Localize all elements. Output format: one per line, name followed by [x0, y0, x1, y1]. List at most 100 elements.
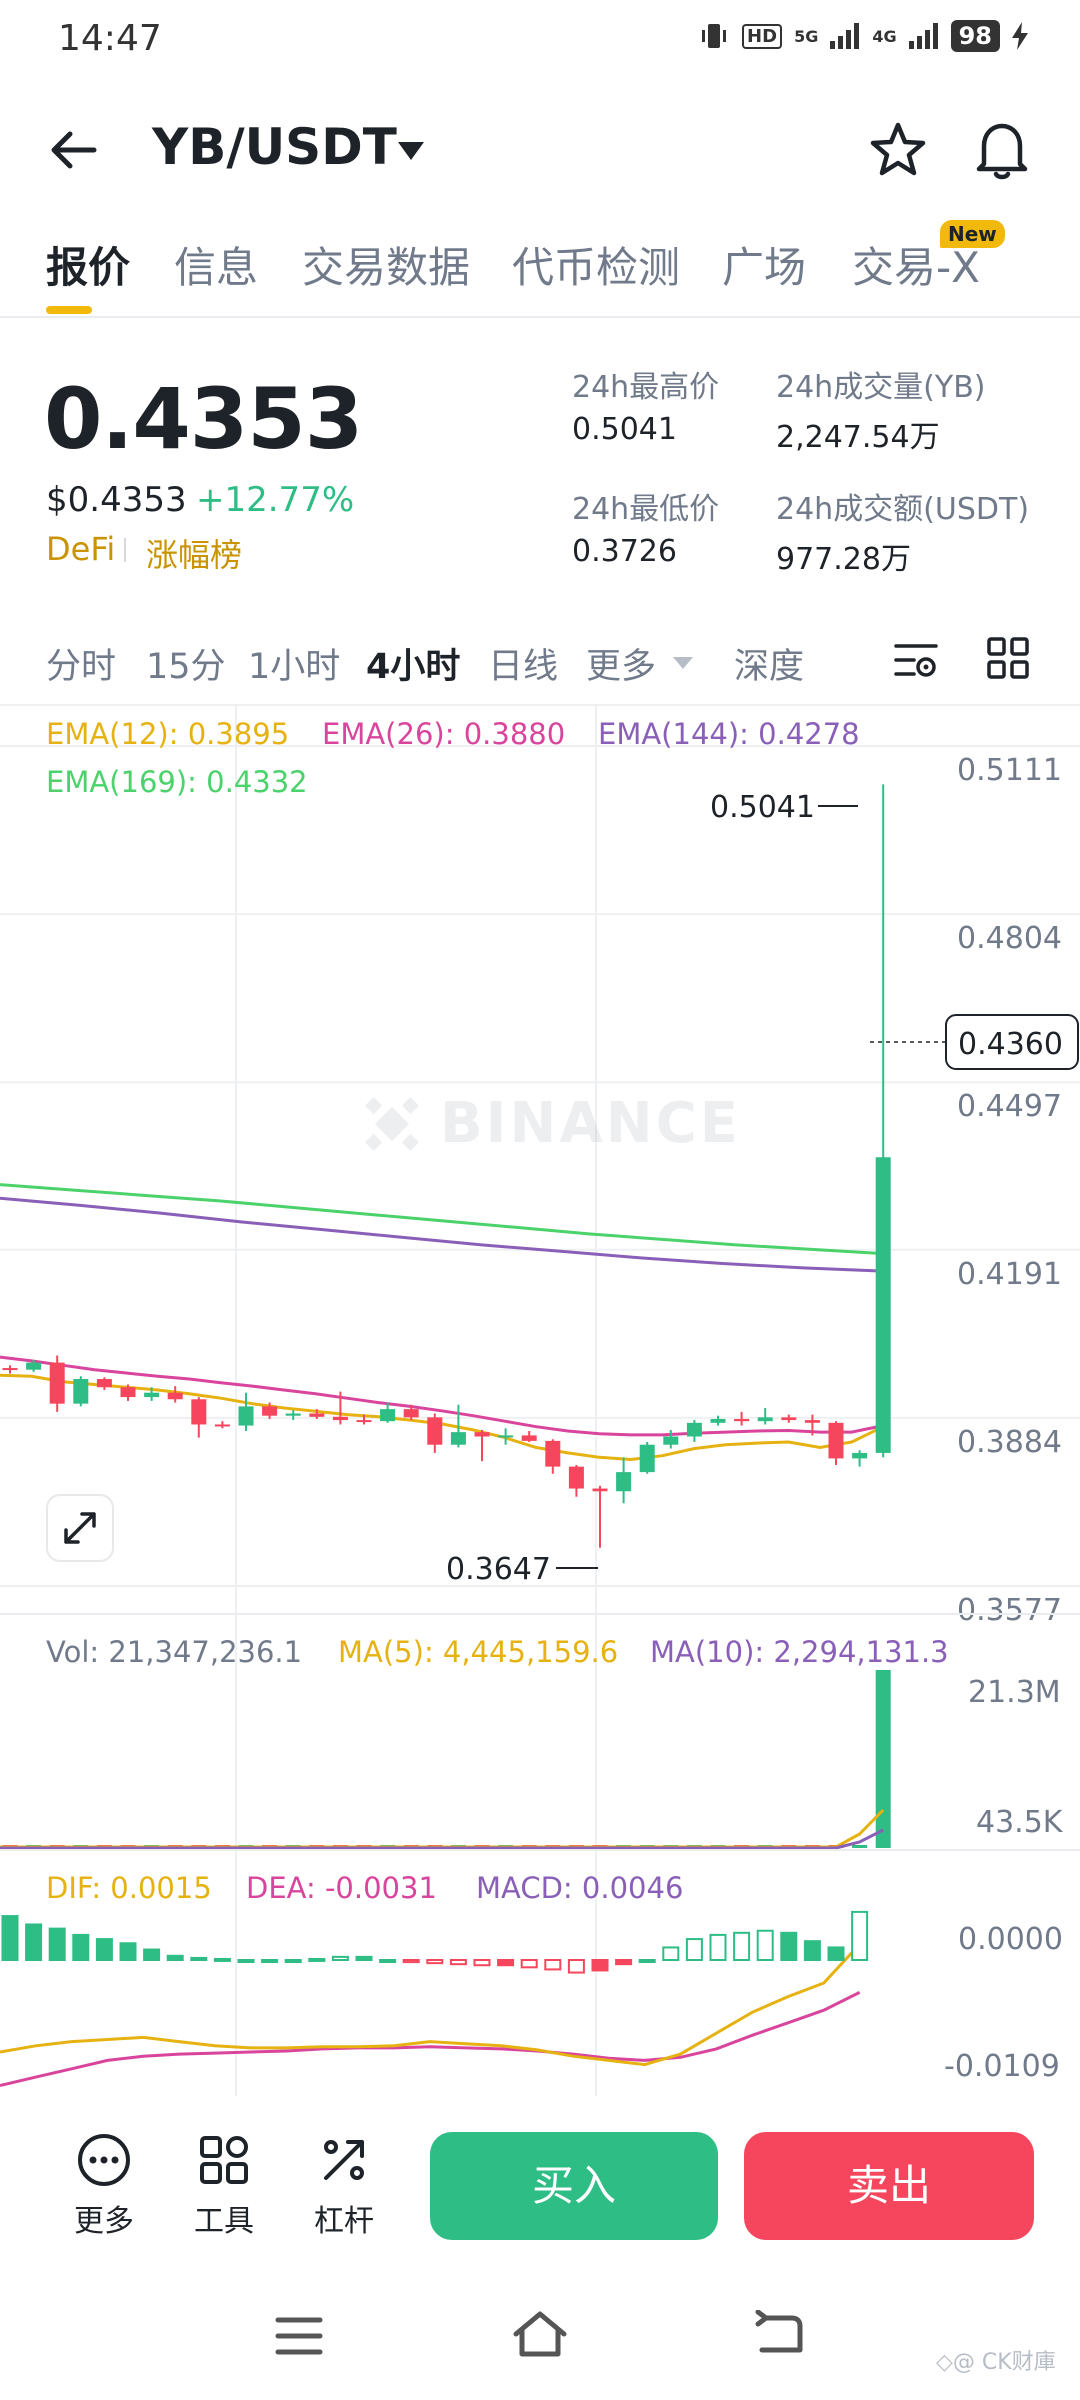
status-bar: 14:47 HD 5G 4G 98 [0, 0, 1080, 80]
candle-body-19 [450, 1432, 466, 1445]
battery-level: 98 [950, 20, 1000, 52]
candle-body-29 [686, 1422, 702, 1437]
candle-body-9 [214, 1424, 230, 1427]
volume-legend-vol: Vol: 21,347,236.1 [46, 1635, 302, 1669]
signal-icon-2 [908, 23, 938, 49]
tf-depth[interactable]: 深度 [734, 647, 805, 687]
tf-4h[interactable]: 4小时 [366, 647, 461, 687]
new-badge: New [940, 220, 1005, 248]
candle-body-20 [474, 1432, 490, 1437]
macd-bar-11 [261, 1959, 279, 1963]
tf-more-caret-icon[interactable] [672, 656, 694, 670]
macd-bar-35 [827, 1946, 845, 1962]
macd-bar-1 [25, 1923, 43, 1961]
status-icons: HD 5G 4G 98 [698, 20, 1028, 52]
macd-bar-17 [402, 1959, 420, 1964]
macd-axis-min: -0.0109 [944, 2049, 1060, 2084]
pair-dropdown-icon[interactable] [396, 140, 426, 162]
candle-body-30 [710, 1418, 726, 1423]
tools-grid-icon [200, 2136, 248, 2184]
notification-bell-icon[interactable] [972, 118, 1032, 182]
charging-icon [1012, 22, 1028, 50]
candle-body-28 [663, 1436, 679, 1445]
tf-more[interactable]: 更多 [586, 647, 657, 687]
system-back-icon[interactable] [752, 2310, 804, 2358]
macd-bar-29 [685, 1938, 703, 1961]
leverage-button[interactable]: 杠杆 [294, 2130, 394, 2240]
tf-daily[interactable]: 日线 [488, 647, 559, 687]
active-tab-indicator [46, 306, 92, 314]
candle-body-13 [309, 1413, 325, 1417]
stat-high-value: 0.5041 [572, 412, 677, 447]
status-time: 14:47 [58, 18, 162, 59]
hd-icon: HD [742, 23, 783, 49]
tab-quote[interactable]: 报价 [46, 243, 131, 292]
tag-gainers[interactable]: 涨幅榜 [146, 536, 243, 574]
home-icon[interactable] [510, 2308, 570, 2360]
tools-button[interactable]: 工具 [174, 2130, 274, 2240]
tag-defi[interactable]: DeFi [46, 530, 116, 568]
last-price: 0.4353 [44, 370, 363, 468]
macd-bar-25 [591, 1959, 609, 1972]
tab-token-check[interactable]: 代币检测 [512, 243, 681, 292]
more-button[interactable]: 更多 [54, 2130, 154, 2240]
stat-volume-value: 2,247.54万 [776, 420, 940, 455]
low-marker: 0.3647 [446, 1552, 598, 1587]
pair-title[interactable]: YB/USDT [152, 118, 397, 176]
low-marker-label: 0.3647 [446, 1552, 551, 1587]
tf-1h[interactable]: 1小时 [248, 647, 341, 687]
candle-body-36 [852, 1452, 868, 1459]
back-arrow-icon[interactable] [46, 122, 102, 178]
tab-square[interactable]: 广场 [722, 243, 807, 292]
macd-bar-19 [449, 1959, 467, 1966]
chart-settings-icon[interactable] [892, 636, 940, 684]
macd-bar-20 [473, 1959, 491, 1967]
vibrate-icon [702, 24, 727, 48]
macd-bar-16 [379, 1959, 397, 1963]
buy-button[interactable]: 买入 [430, 2132, 718, 2240]
price-axis: 0.5111 0.4804 0.4497 0.4191 0.3884 0.3577 [957, 753, 1062, 1628]
macd-bar-22 [520, 1959, 538, 1969]
macd-bar-7 [166, 1954, 184, 1962]
recent-apps-icon[interactable] [274, 2314, 324, 2358]
macd-bar-8 [190, 1956, 208, 1961]
leverage-icon [324, 2140, 364, 2180]
candle-body-5 [120, 1387, 136, 1398]
more-label: 更多 [74, 2204, 134, 2239]
price-tick-2: 0.4497 [957, 1089, 1062, 1124]
macd-legend-macd: MACD: 0.0046 [476, 1871, 683, 1905]
timeframe-bar: 分时 15分 1小时 4小时 日线 更多 深度 [0, 630, 1080, 700]
tools-label: 工具 [194, 2204, 254, 2239]
candle-body-15 [356, 1420, 372, 1423]
stat-turnover-value: 977.28万 [776, 542, 911, 577]
volume-bar-36 [852, 1845, 868, 1848]
macd-bar-23 [544, 1959, 562, 1971]
candle-body-18 [427, 1417, 443, 1445]
macd-legend-dea: DEA: -0.0031 [246, 1871, 437, 1905]
tf-15m[interactable]: 15分 [146, 647, 226, 687]
legend-ema169: EMA(169): 0.4332 [46, 765, 308, 799]
sell-button[interactable]: 卖出 [744, 2132, 1034, 2240]
layout-grid-icon[interactable] [986, 636, 1030, 680]
tf-timeshare[interactable]: 分时 [46, 647, 117, 687]
price-tick-0: 0.5111 [957, 753, 1062, 788]
tab-info[interactable]: 信息 [174, 243, 259, 292]
price-usd: $0.4353 [46, 480, 187, 520]
candle-body-22 [521, 1435, 537, 1441]
price-change: +12.77% [196, 480, 355, 520]
price-tick-4: 0.3884 [957, 1425, 1062, 1460]
macd-bar-26 [615, 1959, 633, 1966]
macd-bar-15 [355, 1955, 373, 1962]
macd-bar-0 [1, 1915, 19, 1961]
favorite-star-icon[interactable] [868, 120, 928, 180]
stat-low-value: 0.3726 [572, 534, 677, 569]
tab-trade-x[interactable]: 交易-X [852, 243, 980, 292]
ema144-line [0, 1196, 884, 1273]
kline-chart[interactable]: BINANCE EMA(12): 0.3895 EMA(26): 0.3880 … [0, 706, 1080, 2096]
watermark-text: BINANCE [440, 1091, 741, 1156]
current-price-label: 0.4360 [958, 1027, 1063, 1062]
macd-bar-2 [48, 1927, 66, 1962]
fullscreen-button[interactable] [46, 1494, 114, 1562]
tab-trading-data[interactable]: 交易数据 [302, 243, 471, 292]
macd-bar-33 [780, 1931, 798, 1962]
